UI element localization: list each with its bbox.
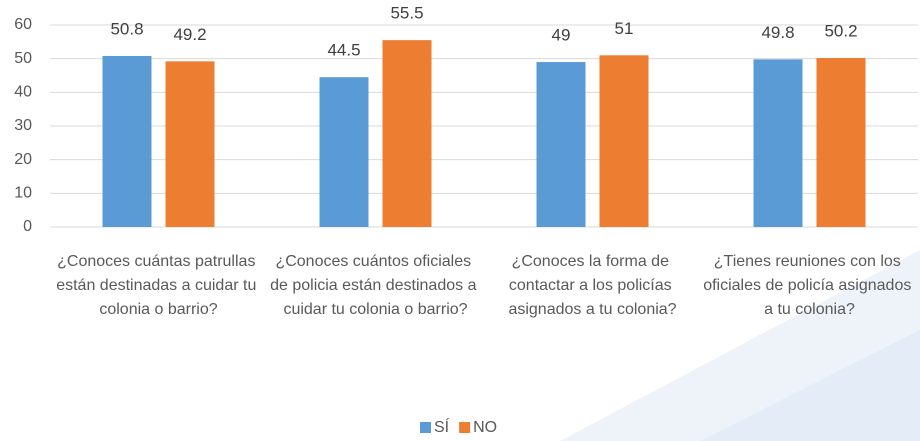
label-line: ¿Conoces cuántos oficiales [275, 253, 475, 270]
value-label: 50.2 [824, 21, 857, 40]
label-line: ¿Conoces cuántas patrullas [57, 253, 260, 270]
label-line: ¿Conoces la forma de [512, 253, 674, 270]
y-tick-label: 0 [23, 218, 32, 235]
legend-swatch [459, 422, 471, 433]
legend-label: SÍ [434, 417, 450, 436]
value-label: 50.8 [110, 19, 143, 38]
y-tick-label: 30 [14, 117, 32, 134]
legend-label: NO [473, 419, 497, 436]
value-label: 49.8 [761, 23, 794, 42]
y-tick-label: 20 [14, 151, 32, 168]
bar [599, 55, 649, 227]
bar [536, 62, 586, 228]
x-tick-label: ¿Conoces la forma de contactar a los pol… [508, 253, 676, 318]
label-line: oficiales de policía asignados [703, 277, 916, 294]
value-label: 55.5 [390, 4, 423, 23]
label-line: de policia están destinados a [270, 277, 481, 294]
value-label: 51 [615, 19, 634, 38]
bar [816, 57, 866, 227]
value-label: 49.2 [173, 25, 206, 44]
y-tick-label: 50 [14, 50, 32, 67]
label-line: asignados a tu colonia? [508, 301, 676, 318]
label-line: ¿Tienes reuniones con los [714, 253, 906, 270]
bar [382, 40, 432, 228]
label-line: a tu colonia? [764, 301, 855, 318]
label-line: colonia o barrio? [99, 301, 217, 318]
background-shape [700, 330, 920, 441]
label-line: están destinadas a cuidar tu [56, 277, 261, 294]
x-tick-label: ¿Conoces cuántas patrullas están destina… [56, 253, 261, 318]
x-tick-label: ¿Conoces cuántos oficiales de policia es… [270, 253, 481, 318]
x-tick-label: ¿Tienes reuniones con los oficiales de p… [703, 253, 916, 318]
value-label: 49 [552, 26, 571, 45]
bar [102, 55, 152, 228]
label-line: cuidar tu colonia o barrio? [283, 301, 467, 318]
bar [319, 77, 369, 227]
y-tick-label: 10 [14, 185, 32, 202]
bar [753, 59, 803, 228]
label-line: contactar a los policías [509, 277, 676, 294]
value-label: 44.5 [327, 41, 360, 60]
y-tick-label: 40 [14, 84, 32, 101]
y-tick-label: 60 [14, 16, 32, 33]
bar [165, 61, 215, 227]
legend-swatch [420, 422, 431, 433]
